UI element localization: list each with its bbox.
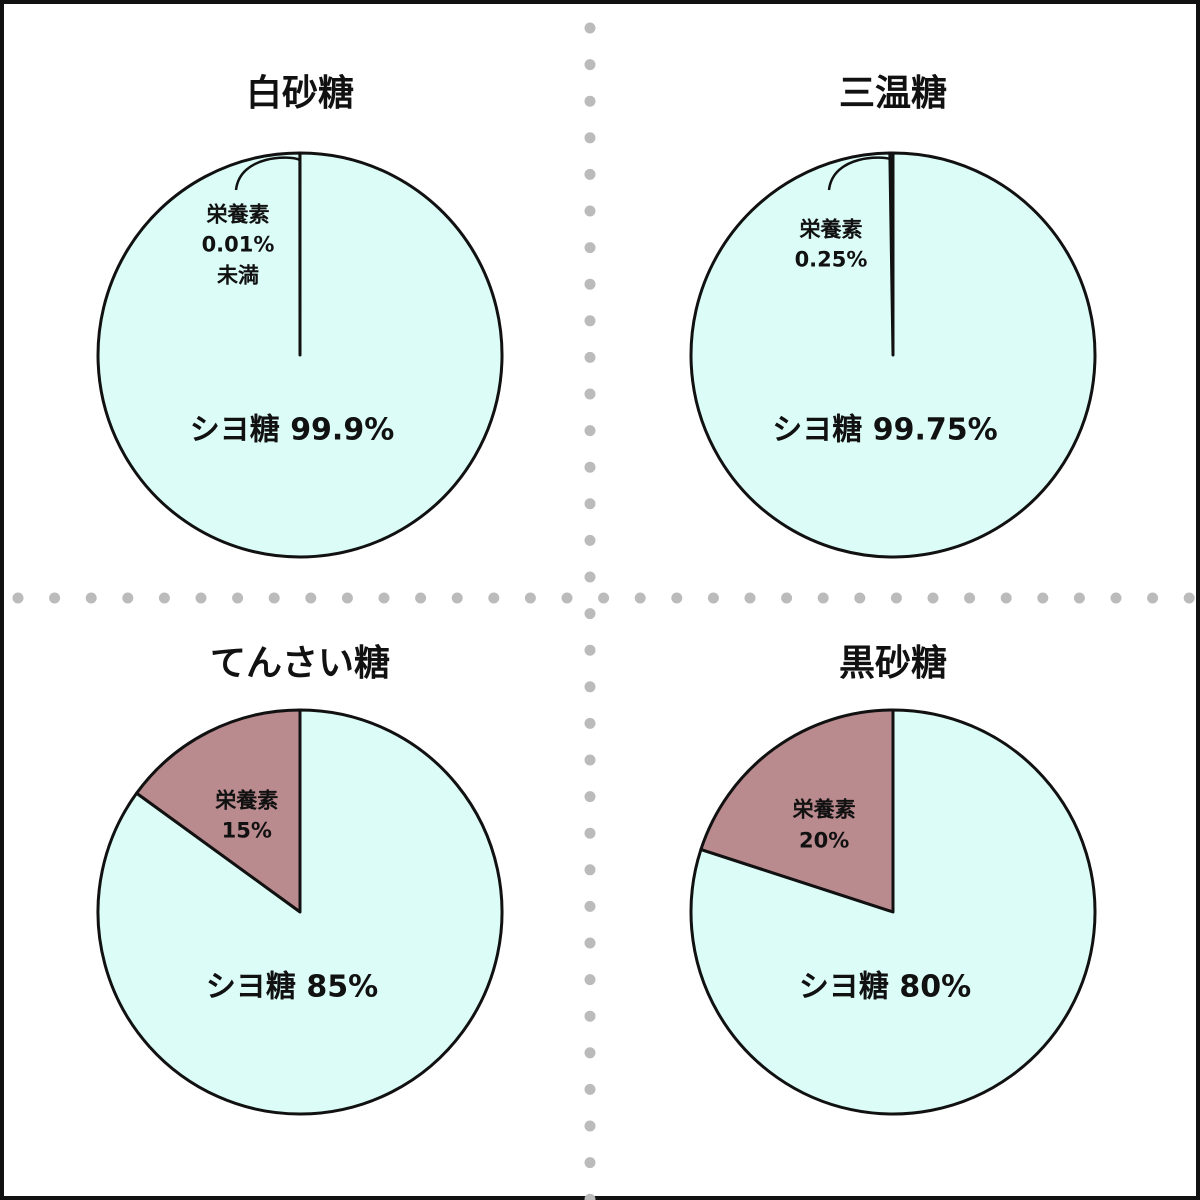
pie-slice — [96, 151, 504, 559]
pie-slice — [689, 708, 1097, 1116]
chart-title: 白砂糖 — [245, 73, 355, 114]
pie-slice — [96, 708, 504, 1116]
category-label: 栄養素 — [206, 202, 270, 227]
slice-label: 栄養素 20% — [793, 795, 856, 856]
chart-title: 三温糖 — [838, 73, 948, 114]
category-label: シヨ糖 — [189, 412, 280, 448]
slice-label: 栄養素 15% — [215, 785, 278, 846]
value-label: 0.01% 未満 — [201, 232, 275, 288]
category-label: 栄養素 — [215, 788, 279, 813]
slice-label: シヨ糖 85% — [206, 965, 378, 1009]
value-label: 20% — [798, 828, 850, 853]
category-label: シヨ糖 — [798, 969, 889, 1005]
value-label: 15% — [221, 818, 272, 843]
slice-label: 栄養素 0.01% 未満 — [202, 199, 275, 290]
value-label: 85% — [306, 969, 379, 1005]
category-label: 栄養素 — [792, 797, 856, 822]
leader-line — [827, 156, 894, 191]
value-label: 99.9% — [290, 412, 395, 448]
chart-title: てんさい糖 — [209, 643, 391, 684]
chart-title: 黒砂糖 — [838, 643, 948, 684]
leader-line — [234, 156, 301, 191]
category-label: 栄養素 — [799, 217, 863, 242]
value-label: 99.75% — [872, 412, 998, 448]
value-label: 80% — [899, 969, 972, 1005]
slice-label: シヨ糖 99.9% — [190, 408, 395, 452]
slice-label: シヨ糖 99.75% — [772, 408, 997, 452]
pie-slice — [135, 708, 302, 914]
value-label: 0.25% — [794, 248, 868, 272]
category-label: シヨ糖 — [205, 969, 296, 1005]
category-label: シヨ糖 — [772, 412, 863, 448]
slice-label: 栄養素 0.25% — [795, 215, 868, 276]
pie-slice — [689, 151, 1097, 559]
pie-slice — [699, 708, 895, 914]
slice-label: シヨ糖 80% — [799, 965, 971, 1009]
